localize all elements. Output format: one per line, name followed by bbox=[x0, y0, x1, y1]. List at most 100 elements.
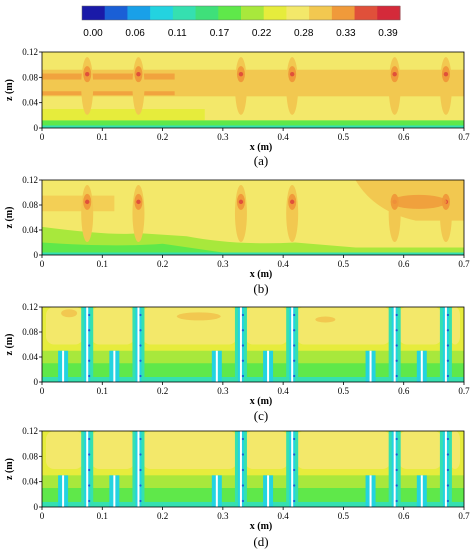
hot-column bbox=[439, 185, 452, 242]
hot-column bbox=[286, 185, 299, 242]
panel-b: 0 0.1 0.2 0.3 0.4 0.5 0.6 0.7 0 0.04 0.08 0.12 x (m)… bbox=[4, 175, 470, 296]
hot-column bbox=[234, 185, 247, 242]
x-tick-label: 0 bbox=[40, 386, 45, 396]
x-tick-label: 0.1 bbox=[97, 386, 108, 396]
wake-eddy bbox=[293, 499, 296, 503]
panel-label: (c) bbox=[254, 408, 268, 423]
y-tick-label: 0.08 bbox=[22, 200, 38, 210]
hot-spot bbox=[136, 71, 141, 77]
cell-core bbox=[91, 431, 135, 469]
hot-strip bbox=[42, 73, 175, 80]
x-tick-label: 0.2 bbox=[157, 259, 168, 269]
wake-eddy bbox=[241, 344, 245, 347]
cell-core bbox=[142, 431, 237, 469]
hot-column bbox=[132, 57, 145, 115]
wake-eddy bbox=[88, 453, 91, 456]
hot-region bbox=[390, 194, 447, 209]
y-axis-label: z (m) bbox=[4, 79, 15, 101]
x-tick-label: 0.4 bbox=[278, 511, 290, 521]
wake-eddy bbox=[293, 374, 296, 378]
y-tick-label: 0.04 bbox=[22, 352, 38, 362]
colorbar-swatch bbox=[104, 6, 128, 20]
y-tick-label: 0.08 bbox=[22, 72, 38, 82]
x-tick-label: 0.7 bbox=[458, 259, 470, 269]
short-baffle bbox=[113, 475, 116, 507]
warm-region bbox=[42, 195, 115, 212]
cell-core bbox=[46, 431, 84, 469]
hot-spot bbox=[392, 71, 397, 77]
colorbar-swatch bbox=[309, 6, 333, 20]
short-baffle bbox=[369, 475, 372, 507]
hot-column bbox=[286, 57, 299, 115]
x-tick-label: 0 bbox=[40, 511, 45, 521]
wake-eddy bbox=[293, 329, 296, 332]
wake-eddy bbox=[241, 313, 245, 317]
short-baffle bbox=[267, 475, 270, 507]
x-tick-label: 0.3 bbox=[217, 386, 229, 396]
wake-eddy bbox=[241, 484, 245, 487]
x-axis-label: x (m) bbox=[250, 142, 273, 153]
colorbar-swatch bbox=[150, 6, 174, 20]
wake-eddy bbox=[139, 499, 142, 503]
colorbar-swatch bbox=[172, 6, 197, 20]
wake-eddy bbox=[139, 453, 142, 456]
wake-eddy bbox=[395, 374, 398, 378]
short-baffle bbox=[62, 475, 65, 507]
x-axis-label: x (m) bbox=[250, 521, 273, 532]
wake-eddy bbox=[241, 359, 245, 362]
short-baffle bbox=[420, 350, 423, 382]
x-tick-label: 0.2 bbox=[157, 386, 168, 396]
plot-frame bbox=[41, 430, 465, 508]
wake-eddy bbox=[139, 484, 142, 487]
y-tick-label: 0.08 bbox=[22, 451, 38, 461]
x-axis-label: x (m) bbox=[250, 269, 273, 280]
panel-a: 0 0.1 0.2 0.3 0.4 0.5 0.6 0.7 0 0.04 0.08 0.12 x (m)… bbox=[4, 47, 470, 168]
wake-eddy bbox=[139, 329, 142, 332]
x-tick-label: 0.7 bbox=[458, 511, 470, 521]
x-tick-label: 0.5 bbox=[338, 386, 350, 396]
y-tick-label: 0.04 bbox=[22, 477, 38, 487]
wake-eddy bbox=[446, 313, 450, 317]
panel-c: 0 0.1 0.2 0.3 0.4 0.5 0.6 0.7 0 0.04 0.08 0.12 x (m)… bbox=[4, 302, 470, 423]
x-tick-label: 0.6 bbox=[398, 259, 410, 269]
colorbar-label: 0.33 bbox=[336, 28, 356, 39]
wake-eddy bbox=[88, 484, 91, 487]
colorbar: 0.00 0.06 0.11 0.17 0.22 0.28 0.33 0.39 bbox=[81, 5, 401, 39]
contour-field bbox=[42, 307, 464, 382]
y-axis-label: z (m) bbox=[4, 207, 15, 229]
colorbar-swatch bbox=[241, 6, 265, 20]
wake-eddy bbox=[293, 313, 296, 317]
x-tick-label: 0.3 bbox=[217, 511, 229, 521]
cell-core bbox=[244, 431, 289, 469]
panel-label: (d) bbox=[253, 534, 268, 549]
hot-column bbox=[132, 185, 145, 242]
x-tick-label: 0.4 bbox=[278, 132, 290, 142]
wake-eddy bbox=[446, 374, 450, 378]
x-tick-label: 0.1 bbox=[97, 259, 108, 269]
wake-eddy bbox=[446, 499, 450, 503]
short-baffle bbox=[62, 350, 65, 382]
wake-eddy bbox=[395, 468, 398, 472]
short-baffle bbox=[369, 350, 372, 382]
wake-eddy bbox=[446, 468, 450, 472]
x-tick-label: 0.7 bbox=[458, 132, 470, 142]
baffle bbox=[86, 431, 89, 507]
hot-spot bbox=[85, 199, 90, 205]
hot-spot bbox=[85, 71, 90, 77]
wake-eddy bbox=[88, 313, 91, 317]
x-tick-label: 0.6 bbox=[398, 386, 410, 396]
wake-eddy bbox=[241, 468, 245, 472]
colorbar-label: 0.00 bbox=[83, 28, 103, 39]
cell-core bbox=[296, 307, 391, 345]
panel-label: (a) bbox=[254, 153, 268, 168]
colorbar-swatch bbox=[263, 6, 287, 20]
baffle bbox=[137, 307, 140, 382]
x-tick-label: 0.5 bbox=[338, 511, 350, 521]
y-tick-label: 0.12 bbox=[22, 302, 38, 312]
wake-eddy bbox=[241, 329, 245, 332]
wake-eddy bbox=[88, 344, 91, 347]
wake-eddy bbox=[241, 499, 245, 503]
hot-column bbox=[388, 185, 401, 242]
wake-eddy bbox=[241, 453, 245, 456]
contour-field bbox=[42, 431, 464, 507]
